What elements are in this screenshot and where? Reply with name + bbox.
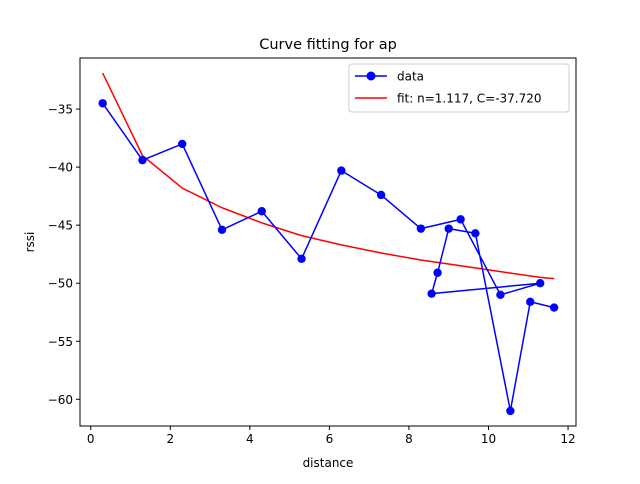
data-point bbox=[297, 254, 306, 264]
data-point bbox=[98, 99, 107, 108]
legend: data fit: n=1.117, C=-37.720 bbox=[348, 63, 570, 113]
data-point bbox=[526, 297, 535, 306]
x-axis-label: distance bbox=[303, 456, 354, 470]
data-point bbox=[257, 207, 266, 216]
y-tick-label: −55 bbox=[48, 335, 73, 349]
x-tick-label: 2 bbox=[166, 432, 174, 446]
y-axis-label: rssi bbox=[23, 232, 37, 253]
y-tick-label: −35 bbox=[48, 103, 73, 117]
y-axis: −35 −40 −45 −50 −55 −60 bbox=[48, 103, 80, 407]
data-point bbox=[427, 289, 436, 298]
x-axis: 0 2 4 6 8 10 12 bbox=[87, 426, 576, 446]
data-point bbox=[376, 190, 386, 200]
plot-frame bbox=[79, 57, 577, 427]
x-tick-label: 10 bbox=[481, 432, 496, 446]
chart-title: Curve fitting for ap bbox=[259, 37, 397, 53]
data-point bbox=[506, 406, 515, 416]
data-point bbox=[138, 155, 147, 165]
fit-curve-line bbox=[101, 72, 555, 280]
y-tick-label: −50 bbox=[48, 277, 73, 291]
data-point bbox=[471, 229, 480, 238]
x-tick-label: 0 bbox=[87, 432, 95, 446]
y-tick-label: −40 bbox=[48, 161, 73, 175]
data-point bbox=[416, 224, 426, 233]
data-point bbox=[456, 215, 465, 224]
y-tick-label: −45 bbox=[48, 219, 73, 233]
data-point bbox=[178, 139, 187, 149]
legend-fit-label: fit: n=1.117, C=-37.720 bbox=[397, 92, 542, 106]
data-point bbox=[549, 303, 559, 312]
data-point bbox=[496, 290, 505, 300]
data-point bbox=[444, 224, 453, 233]
x-tick-label: 12 bbox=[560, 432, 575, 446]
plot-area bbox=[98, 72, 559, 416]
legend-data-label: data bbox=[397, 70, 424, 84]
data-point bbox=[217, 225, 227, 235]
x-tick-label: 4 bbox=[246, 432, 254, 446]
x-tick-label: 6 bbox=[326, 432, 334, 446]
data-point bbox=[536, 279, 545, 288]
data-point bbox=[433, 268, 442, 277]
data-point bbox=[337, 166, 346, 175]
legend-box bbox=[348, 63, 570, 113]
legend-data-marker bbox=[366, 71, 376, 81]
y-tick-label: −60 bbox=[48, 393, 73, 407]
x-tick-label: 8 bbox=[405, 432, 413, 446]
